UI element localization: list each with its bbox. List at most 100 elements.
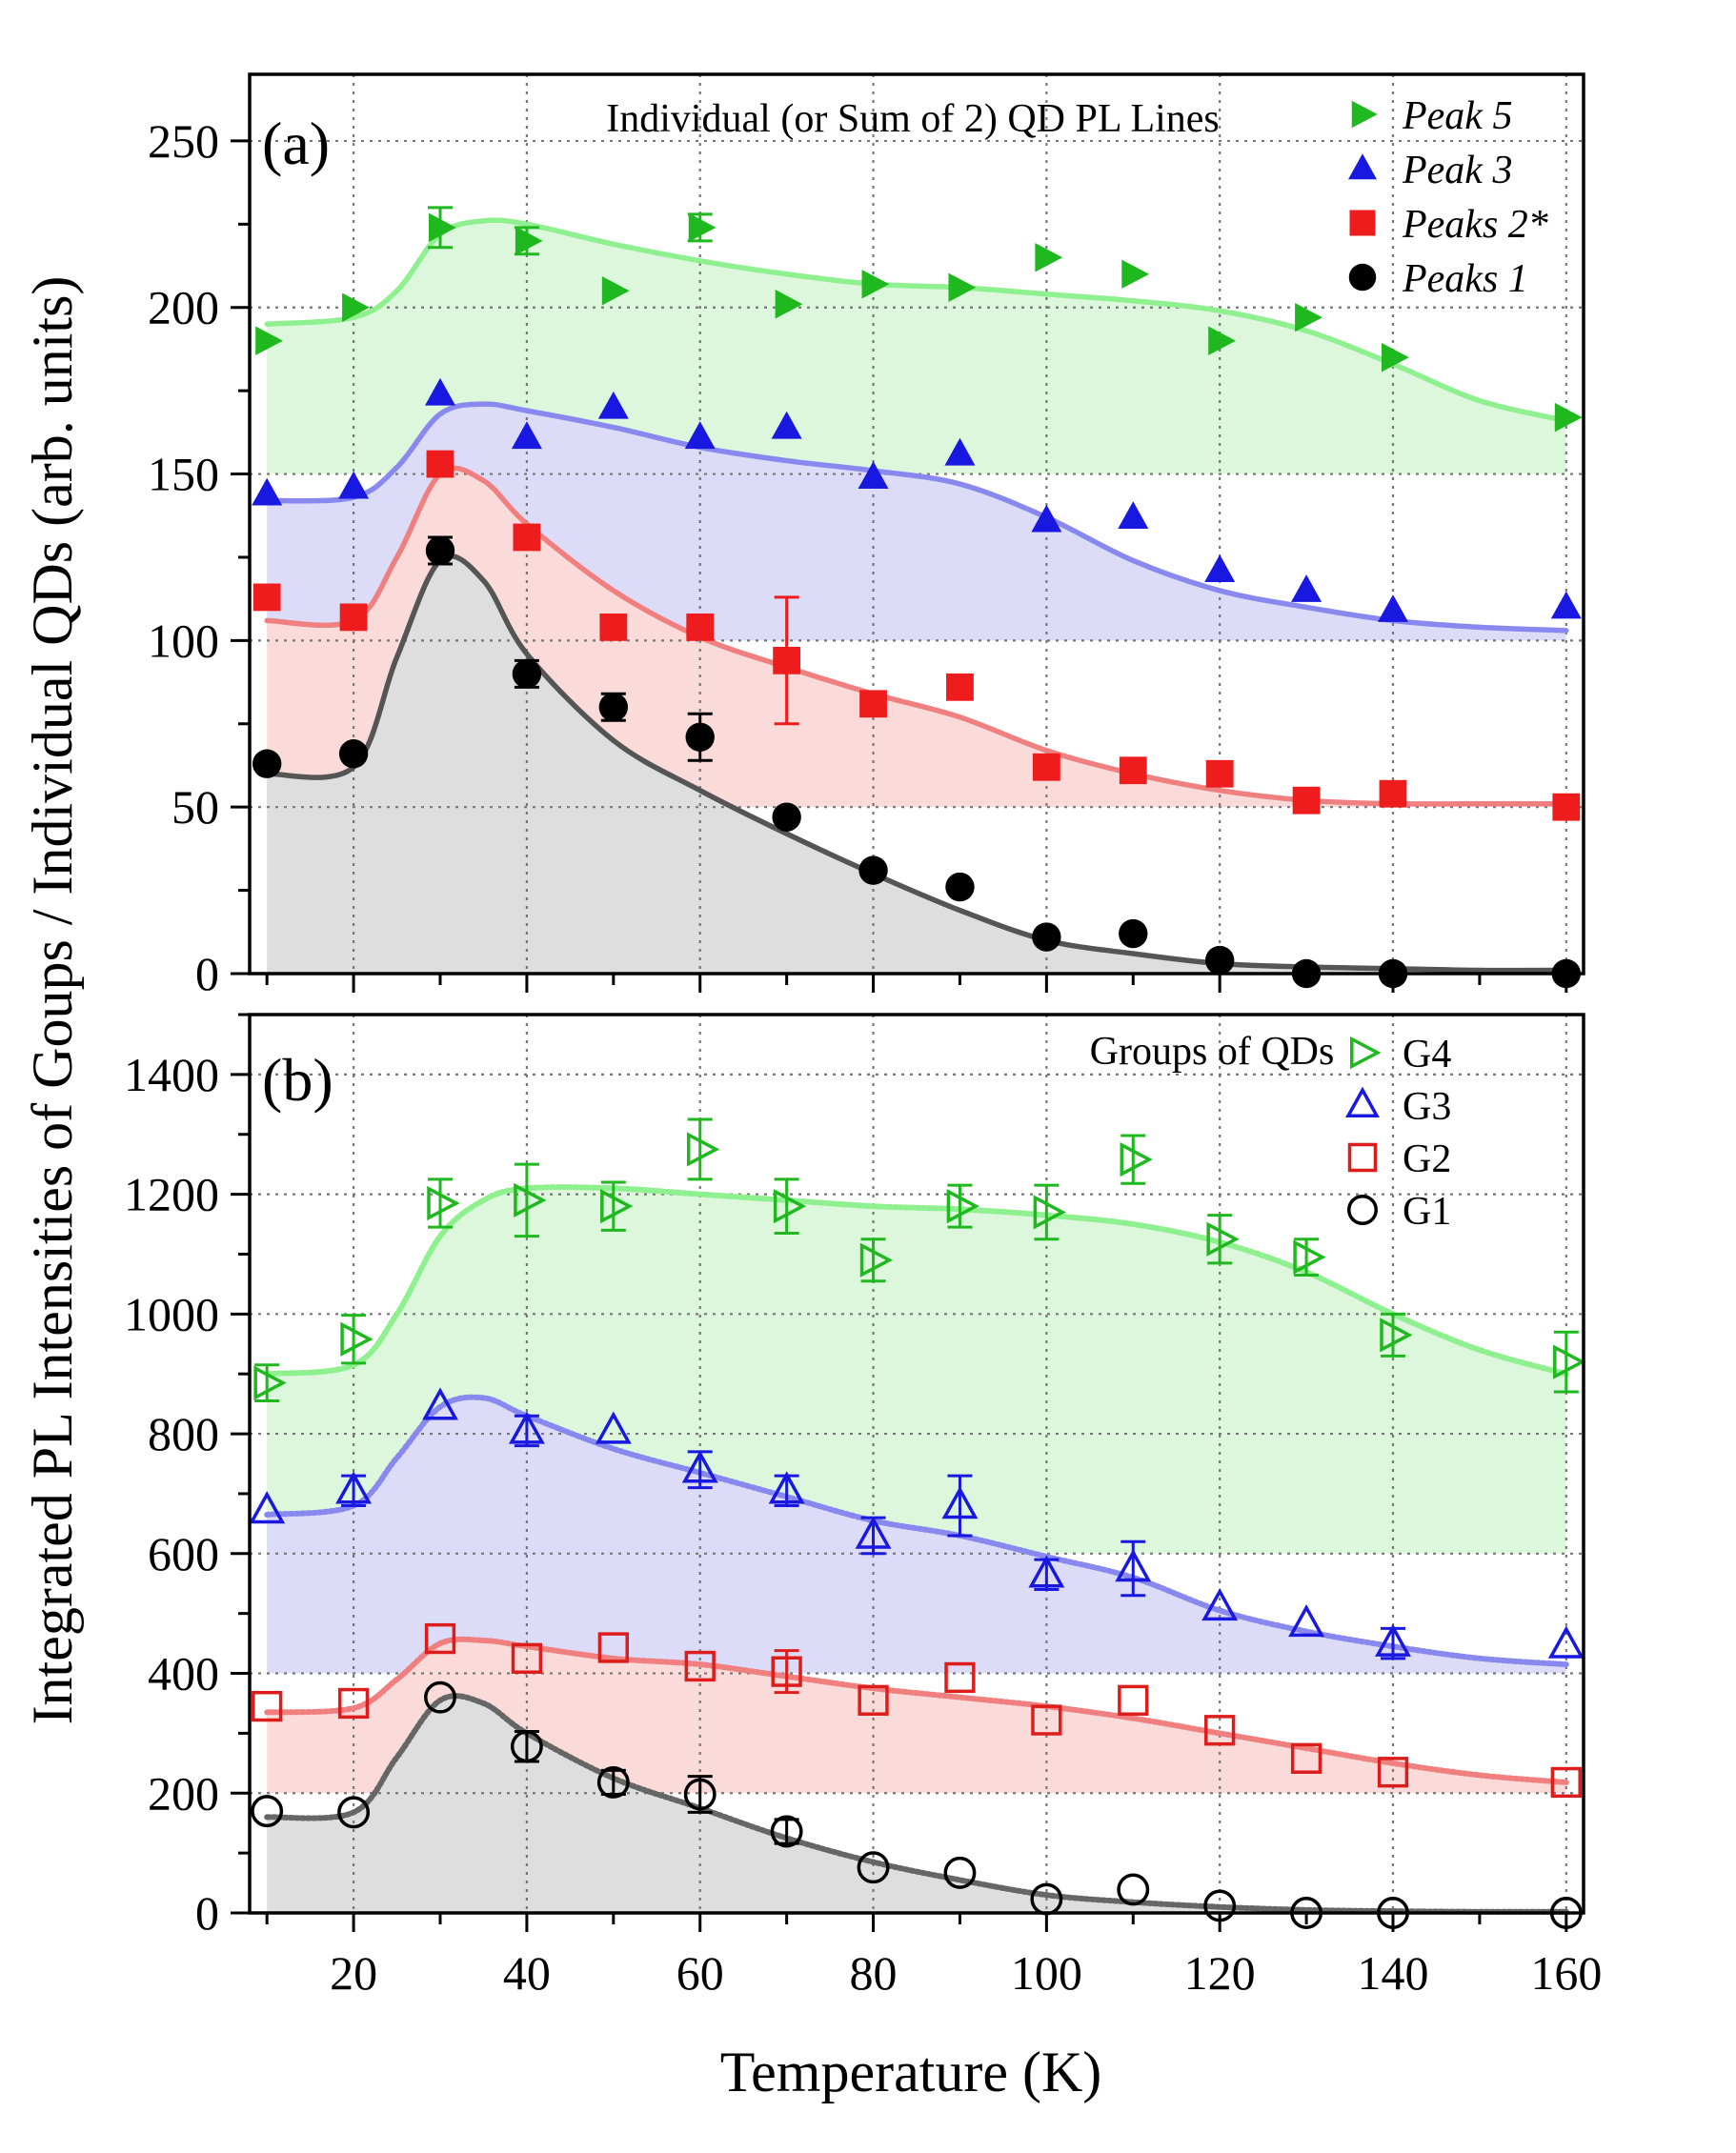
panel-2-x-tick-label: 120 — [1184, 1946, 1256, 2000]
panel-1-series-0 — [255, 206, 1583, 433]
panel-2-data-point — [424, 1680, 456, 1714]
panel-1-data-point — [597, 391, 629, 419]
panel-1-data-point — [599, 613, 628, 641]
panel-1-data-point — [1118, 501, 1149, 530]
panel-2-data-point — [422, 1387, 458, 1420]
panel-2-data-point — [684, 1650, 716, 1682]
panel-2-data-point — [1033, 1195, 1066, 1230]
panel-1-data-point — [1204, 945, 1235, 976]
panel-2-data-point — [424, 1622, 456, 1655]
panel-1-fit-line-1 — [264, 401, 1569, 634]
panel-2-data-point — [946, 1189, 979, 1224]
panel-1-data-point — [1295, 303, 1322, 332]
panel-2-y-tick-label: 1400 — [124, 1048, 219, 1101]
panel-1-fill-0 — [267, 220, 1566, 474]
panel-1-data-point — [1032, 753, 1060, 781]
panel-2-fit-line-0 — [264, 1184, 1569, 1378]
panel-1-legend-marker — [1348, 263, 1377, 292]
panel-2-data-point — [251, 1795, 284, 1828]
panel-1-data-point — [1205, 759, 1234, 788]
panel-1-data-point — [945, 872, 975, 902]
panel-1-data-point — [1552, 793, 1581, 821]
panel-1-data-point — [1208, 326, 1236, 355]
panel-2-fills — [267, 1187, 1566, 1913]
panel-1-data-point — [685, 722, 715, 752]
panel-2: 0 200 400 600 800 1000 1200 1400 20 40 60 80 100 120 1… — [124, 1013, 1602, 2000]
panel-2-x-tick-label: 100 — [1011, 1946, 1082, 2000]
panel-2-y-tick-label: 600 — [148, 1527, 219, 1580]
panel-2-fill-3 — [267, 1696, 1566, 1913]
panel-2-x-tick-label: 80 — [850, 1946, 898, 2000]
panel-2-frame — [248, 1013, 1585, 1915]
panel-1-data-point — [601, 276, 630, 306]
panel-2-x-tick-label: 60 — [676, 1946, 724, 2000]
panel-2-data-point — [427, 1185, 460, 1221]
panel-1-data-point — [772, 802, 801, 832]
panel-1-data-point — [773, 646, 801, 674]
panel-1-data-point — [858, 855, 888, 885]
panel-2-data-point — [253, 1365, 287, 1400]
panel-2-data-point — [683, 1778, 717, 1811]
panel-1-data-point — [338, 739, 369, 769]
panel-1: 0 50 100 150 200 250 (a) Individual (or Sum of … — [148, 72, 1585, 1000]
y-axis-title: Integrated PL Intensities of Goups / Ind… — [21, 276, 84, 1725]
panel-2-data-point — [686, 1132, 720, 1167]
panel-2-data-point — [1377, 1757, 1409, 1788]
panel-2-data-point — [596, 1766, 630, 1799]
panel-2-data-point — [597, 1632, 629, 1663]
panel-1-title: Individual (or Sum of 2) QD PL Lines — [606, 97, 1220, 141]
panel-1-data-point — [1031, 504, 1062, 533]
panel-2-data-point — [941, 1486, 979, 1519]
panel-1-y-tick-label: 250 — [148, 114, 219, 168]
panel-1-data-point — [1121, 259, 1150, 289]
panel-2-fill-2 — [267, 1639, 1566, 1794]
panel-1-data-point — [771, 411, 802, 439]
panel-1-series-2 — [252, 450, 1581, 821]
panel-1-y-tick-label: 0 — [195, 947, 219, 1000]
panel-2-y-tick-label: 1000 — [124, 1287, 219, 1340]
panel-2-data-point — [1204, 1715, 1236, 1746]
panel-1-data-point — [429, 212, 456, 243]
panel-2-data-point — [595, 1411, 632, 1444]
panel-2-series-0 — [253, 1117, 1586, 1402]
panel-2-legend-marker — [1347, 1142, 1378, 1173]
panel-1-y-tick-label: 50 — [172, 780, 219, 834]
panel-1-data-point — [686, 613, 715, 641]
panel-1-data-point — [512, 659, 542, 689]
panel-2-data-point — [1115, 1549, 1152, 1582]
panel-2-x-tick-label: 20 — [330, 1946, 377, 2000]
panel-1-data-point — [948, 272, 977, 302]
panel-1-data-point — [515, 226, 543, 256]
panel-1-legend-label: Peak 3 — [1402, 149, 1512, 192]
panel-1-data-point — [255, 326, 283, 355]
panel-1-data-point — [861, 270, 890, 299]
panel-1-data-point — [1554, 402, 1583, 433]
panel-2-legend: G4 G3 G2 G1 — [1345, 1033, 1451, 1234]
panel-2-data-point — [858, 1684, 889, 1716]
panel-2-data-point — [511, 1642, 543, 1674]
panel-2-data-point — [1120, 1142, 1153, 1177]
panel-2-data-point — [943, 1856, 977, 1889]
panel-2-label: (b) — [262, 1046, 333, 1114]
panel-2-x-tick-label: 160 — [1530, 1946, 1602, 2000]
panel-1-legend-label: Peaks 1 — [1402, 257, 1528, 301]
panel-1-data-point — [513, 523, 541, 552]
panel-1-data-point — [425, 535, 455, 566]
panel-2-data-point — [681, 1450, 718, 1483]
panel-1-data-point — [425, 377, 455, 406]
panel-2-data-point — [508, 1411, 545, 1444]
panel-2-data-point — [771, 1656, 802, 1687]
panel-2-y-tick-label: 800 — [148, 1407, 219, 1460]
panel-2-series-1 — [249, 1387, 1585, 1660]
panel-2-legend-label: G3 — [1403, 1085, 1451, 1129]
panel-1-data-point — [684, 421, 716, 450]
panel-1-data-point — [944, 437, 976, 466]
panel-2-data-point — [773, 1189, 807, 1224]
panel-2-legend-label: G1 — [1403, 1190, 1451, 1234]
panel-2-x-tick-label: 40 — [503, 1946, 551, 2000]
panel-2-data-point — [1117, 1873, 1150, 1906]
panel-2-data-point — [1288, 1603, 1325, 1638]
panel-2-legend-marker — [1347, 1195, 1378, 1225]
panel-1-data-point — [946, 673, 974, 701]
